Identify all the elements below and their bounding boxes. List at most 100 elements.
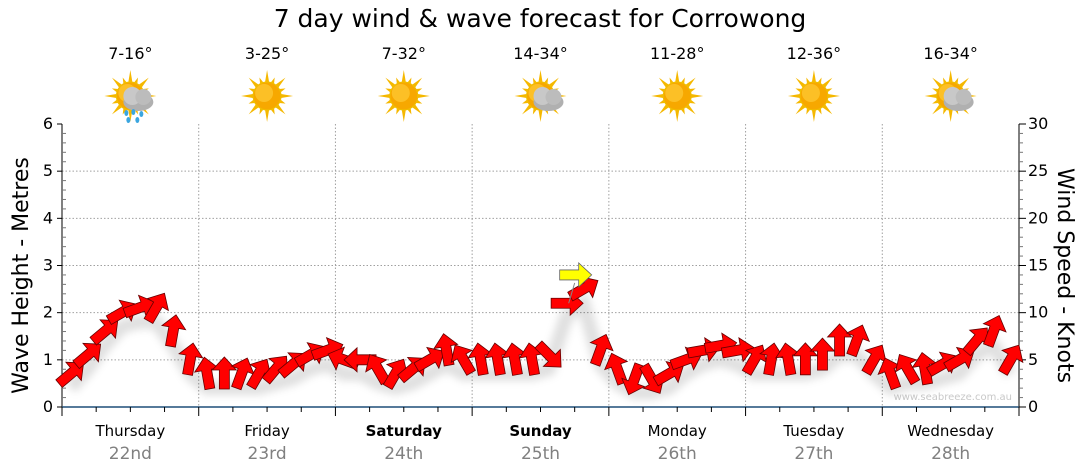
sun-ray — [924, 93, 939, 99]
wind-arrow — [877, 357, 902, 391]
wind-arrow — [759, 342, 785, 376]
sun-cloud-icon — [924, 70, 977, 122]
sun-highlight — [801, 84, 820, 102]
right-tick-label: 25 — [1028, 161, 1048, 180]
wind-arrow — [982, 315, 1007, 348]
sun-icon — [377, 70, 430, 122]
right-tick-label: 5 — [1028, 350, 1038, 369]
day-temperature: 12-36° — [786, 44, 842, 63]
left-tick-label: 3 — [43, 256, 53, 275]
rain-drop — [135, 117, 140, 123]
sun-ray — [241, 93, 256, 99]
wind-arrow — [246, 358, 272, 391]
cloud-puff — [135, 89, 152, 105]
wind-arrow — [193, 356, 220, 391]
sun-ray — [278, 93, 294, 99]
wind-arrow — [343, 346, 377, 373]
watermark: www.seabreeze.com.au — [894, 392, 1012, 403]
date-label: 25th — [521, 444, 560, 464]
day-label: Sunday — [509, 422, 572, 440]
sun-ray — [104, 93, 119, 99]
day-label: Friday — [244, 422, 290, 440]
wind-arrow — [894, 354, 921, 386]
wind-arrow — [211, 356, 238, 390]
day-label: Tuesday — [782, 422, 844, 440]
day-label: Thursday — [94, 422, 165, 440]
rain-drop — [139, 111, 144, 117]
day-label: Monday — [648, 422, 707, 440]
sun-ray — [688, 93, 704, 99]
wind-arrow — [998, 344, 1024, 376]
wind-arrow — [861, 344, 887, 376]
sun-ray — [811, 107, 817, 122]
sun-icon — [241, 70, 294, 122]
sun-ray — [127, 70, 133, 85]
day-temperature: 14-34° — [513, 44, 568, 63]
sun-ray — [825, 93, 840, 99]
day-label: Wednesday — [907, 422, 994, 440]
sun-ray — [674, 107, 680, 122]
sun-ray — [264, 70, 270, 85]
sun-ray — [377, 93, 393, 99]
right-tick-label: 15 — [1028, 256, 1048, 275]
cloud-puff — [955, 89, 972, 105]
right-tick-label: 0 — [1028, 397, 1038, 416]
sun-cloud-icon — [514, 70, 567, 122]
sun-ray — [401, 107, 407, 122]
rain-drop — [131, 109, 136, 115]
sun-highlight — [665, 84, 684, 102]
wind-arrow — [845, 324, 871, 358]
left-tick-label: 6 — [43, 114, 53, 133]
right-tick-label: 20 — [1028, 208, 1048, 227]
wind-arrow — [943, 346, 975, 373]
sun-ray — [674, 70, 680, 85]
chart-title: 7 day wind & wave forecast for Corrowong — [273, 4, 807, 33]
left-tick-label: 1 — [43, 350, 53, 369]
sun-highlight — [391, 84, 410, 102]
wind-arrow — [160, 314, 187, 348]
sun-ray — [401, 70, 407, 85]
sun-ray — [514, 93, 529, 99]
sun-ray — [948, 107, 954, 122]
wind-arrow — [55, 361, 85, 389]
left-tick-label: 5 — [43, 161, 53, 180]
left-axis-label: Wave Height - Metres — [9, 157, 34, 394]
left-tick-label: 2 — [43, 303, 53, 322]
date-label: 28th — [931, 444, 970, 464]
highlight-wind-arrow — [559, 262, 593, 288]
wind-arrow — [450, 344, 476, 376]
sun-icon — [651, 70, 704, 122]
wind-arrow — [589, 333, 614, 367]
wind-arrow — [720, 337, 755, 363]
highlight-connector — [568, 282, 576, 304]
wind-arrow — [467, 342, 493, 376]
date-label: 23rd — [248, 444, 287, 464]
wind-arrow — [413, 346, 445, 373]
sun-highlight — [255, 84, 274, 102]
day-temperature: 7-16° — [108, 44, 153, 63]
sun-cloud-rain-icon — [104, 70, 157, 123]
sun-ray — [787, 93, 803, 99]
wind-arrow — [484, 342, 510, 376]
wind-arrow — [621, 362, 646, 396]
wind-arrow — [774, 342, 801, 376]
date-label: 26th — [658, 444, 697, 464]
sun-ray — [651, 93, 666, 99]
wind-arrow — [534, 340, 562, 368]
right-tick-label: 10 — [1028, 303, 1048, 322]
day-temperature: 11-28° — [649, 44, 705, 63]
sun-ray — [415, 93, 430, 99]
date-label: 24th — [384, 444, 423, 464]
wind-arrow — [911, 351, 938, 386]
rain-drop — [124, 110, 129, 116]
wind-arrow — [826, 323, 853, 357]
sun-ray — [948, 70, 954, 85]
day-temperature: 16-34° — [923, 44, 978, 63]
sun-ray — [538, 70, 543, 85]
day-temperature: 3-25° — [244, 44, 290, 63]
sun-ray — [264, 107, 270, 122]
rain-drop — [126, 117, 131, 123]
right-axis-label: Wind Speed - Knots — [1052, 168, 1077, 383]
